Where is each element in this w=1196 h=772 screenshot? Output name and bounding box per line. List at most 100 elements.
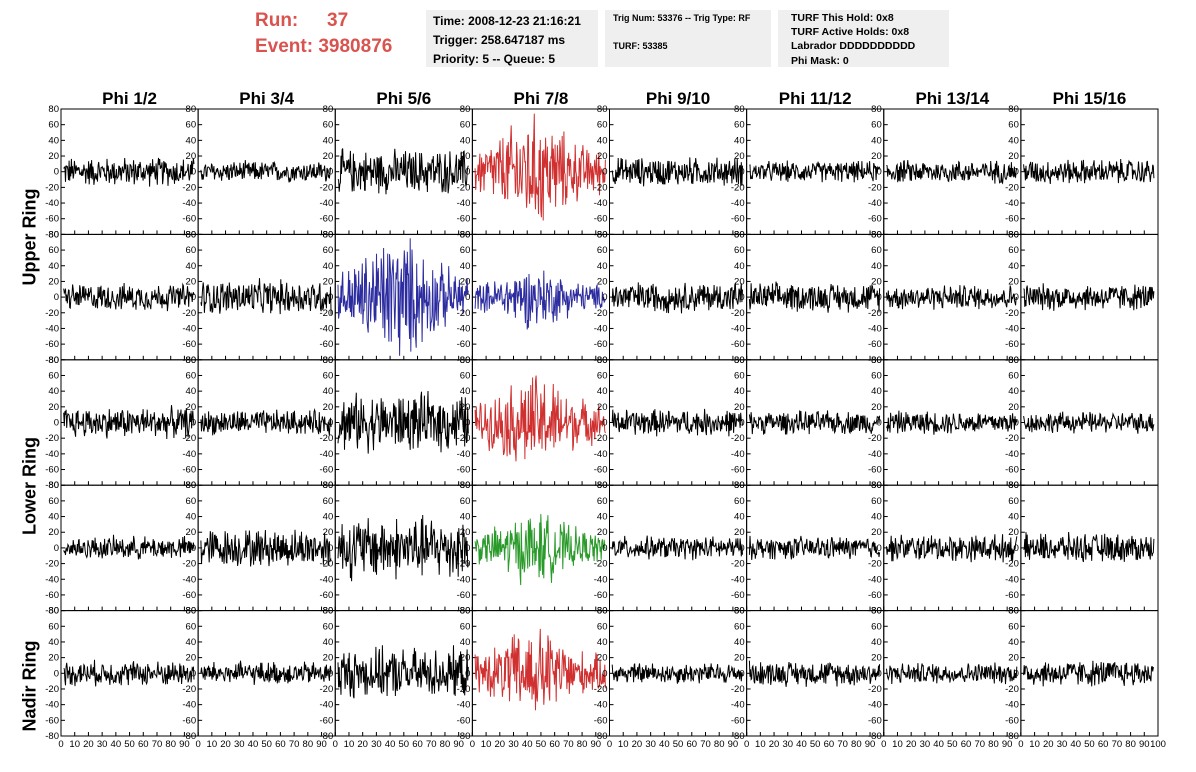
y-tick-label: 40 bbox=[734, 261, 745, 272]
y-tick-label: -60 bbox=[594, 339, 608, 350]
waveform-panel-r5-c4: -80 -60 -40 -20 0 20 40 60 80 bbox=[457, 606, 610, 742]
y-tick-label: -40 bbox=[45, 700, 59, 711]
waveform-trace bbox=[63, 534, 195, 560]
y-tick-label: -60 bbox=[594, 715, 608, 726]
y-tick-label: 40 bbox=[460, 386, 471, 397]
y-tick-label: 40 bbox=[460, 512, 471, 523]
y-tick-label: 0 bbox=[1014, 543, 1019, 554]
x-tick-label: 20 bbox=[83, 739, 94, 750]
waveform-trace bbox=[886, 285, 1018, 310]
y-tick-label: -20 bbox=[320, 684, 334, 695]
y-tick-label: 20 bbox=[323, 402, 334, 413]
y-tick-label: -80 bbox=[45, 606, 59, 617]
y-tick-label: 0 bbox=[465, 292, 470, 303]
y-tick-label: 20 bbox=[460, 151, 471, 162]
y-tick-label: 0 bbox=[54, 543, 59, 554]
y-tick-label: -60 bbox=[868, 715, 882, 726]
priority-text: Priority: 5 -- Queue: 5 bbox=[433, 52, 556, 66]
y-tick-label: -40 bbox=[457, 323, 471, 334]
y-tick-label: 20 bbox=[597, 402, 608, 413]
x-tick-label: 50 bbox=[261, 739, 272, 750]
y-tick-label: 40 bbox=[186, 135, 197, 146]
y-tick-label: 40 bbox=[1008, 637, 1019, 648]
y-tick-label: 80 bbox=[597, 480, 608, 491]
y-tick-label: 20 bbox=[597, 527, 608, 538]
y-tick-label: 20 bbox=[48, 527, 59, 538]
y-tick-label: -20 bbox=[457, 684, 471, 695]
waveform-trace bbox=[63, 405, 195, 440]
x-tick-label: 50 bbox=[673, 739, 684, 750]
y-tick-label: 60 bbox=[597, 496, 608, 507]
y-tick-label: 60 bbox=[734, 496, 745, 507]
waveform-trace bbox=[611, 282, 743, 314]
y-tick-label: 60 bbox=[460, 120, 471, 131]
y-tick-label: 60 bbox=[871, 621, 882, 632]
run-event-header: Run: 37 Event: 3980876 bbox=[255, 8, 420, 60]
y-tick-label: -20 bbox=[594, 559, 608, 570]
y-tick-label: -20 bbox=[45, 433, 59, 444]
waveform-trace bbox=[1023, 158, 1155, 185]
y-tick-label: 20 bbox=[460, 527, 471, 538]
y-tick-label: -20 bbox=[320, 559, 334, 570]
x-tick-label: 70 bbox=[837, 739, 848, 750]
y-tick-label: 40 bbox=[597, 637, 608, 648]
y-tick-label: -40 bbox=[1005, 574, 1019, 585]
y-tick-label: 20 bbox=[871, 527, 882, 538]
y-tick-label: 80 bbox=[323, 229, 334, 240]
y-tick-label: 80 bbox=[48, 606, 59, 617]
trigger-text: Trigger: 258.647187 ms bbox=[433, 33, 566, 47]
x-tick-label: 50 bbox=[124, 739, 135, 750]
x-tick-label: 80 bbox=[851, 739, 862, 750]
y-tick-label: -20 bbox=[45, 182, 59, 193]
y-tick-label: -80 bbox=[45, 731, 59, 742]
y-tick-label: 60 bbox=[1008, 245, 1019, 256]
y-tick-label: -40 bbox=[868, 323, 882, 334]
y-tick-label: -40 bbox=[731, 700, 745, 711]
waveform-trace bbox=[474, 113, 606, 221]
y-tick-label: 60 bbox=[48, 621, 59, 632]
column-header-4: Phi 7/8 bbox=[514, 89, 569, 108]
y-tick-label: 80 bbox=[597, 355, 608, 366]
y-tick-label: 0 bbox=[876, 543, 881, 554]
y-tick-label: 40 bbox=[734, 512, 745, 523]
x-tick-label: 40 bbox=[111, 739, 122, 750]
y-tick-label: 20 bbox=[734, 151, 745, 162]
y-tick-label: -80 bbox=[45, 229, 59, 240]
y-tick-label: 20 bbox=[323, 151, 334, 162]
y-tick-label: 40 bbox=[48, 637, 59, 648]
y-tick-label: -40 bbox=[868, 700, 882, 711]
y-tick-label: 80 bbox=[734, 606, 745, 617]
x-tick-label: 10 bbox=[207, 739, 218, 750]
y-tick-label: -60 bbox=[731, 715, 745, 726]
y-tick-label: 60 bbox=[186, 245, 197, 256]
y-tick-label: -20 bbox=[731, 182, 745, 193]
y-tick-label: 20 bbox=[871, 151, 882, 162]
y-tick-label: -20 bbox=[182, 433, 196, 444]
y-tick-label: 80 bbox=[186, 355, 197, 366]
x-tick-label: 90 bbox=[728, 739, 739, 750]
y-tick-label: -40 bbox=[182, 700, 196, 711]
y-tick-label: 0 bbox=[739, 668, 744, 679]
y-tick-label: 80 bbox=[871, 229, 882, 240]
y-tick-label: 0 bbox=[1014, 418, 1019, 429]
y-tick-label: -60 bbox=[457, 339, 471, 350]
y-tick-label: 60 bbox=[597, 621, 608, 632]
y-tick-label: 40 bbox=[186, 637, 197, 648]
y-tick-label: 60 bbox=[186, 370, 197, 381]
y-tick-label: 40 bbox=[323, 512, 334, 523]
y-tick-label: -40 bbox=[868, 574, 882, 585]
y-tick-label: 40 bbox=[48, 135, 59, 146]
y-tick-label: -60 bbox=[457, 214, 471, 225]
y-tick-label: 80 bbox=[1008, 229, 1019, 240]
waveform-trace bbox=[200, 160, 332, 183]
y-tick-label: -60 bbox=[868, 465, 882, 476]
y-tick-label: 0 bbox=[54, 292, 59, 303]
y-tick-label: -20 bbox=[457, 182, 471, 193]
event-label: Event: bbox=[255, 36, 314, 57]
y-tick-label: 60 bbox=[734, 370, 745, 381]
